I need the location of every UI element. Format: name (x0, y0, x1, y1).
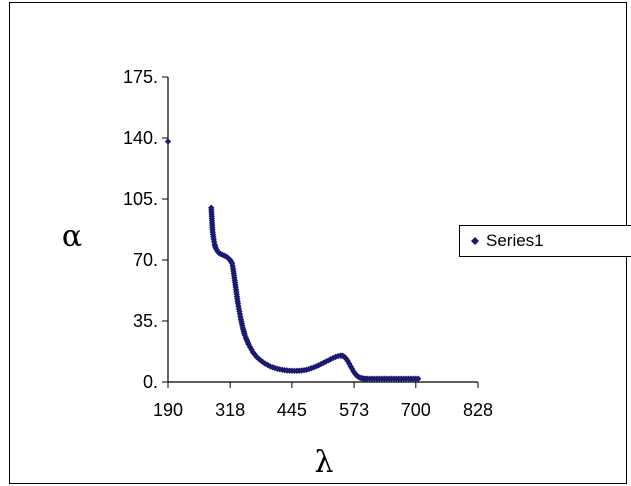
x-tick-label: 318 (215, 400, 245, 420)
legend-label-series1: Series1 (486, 231, 544, 250)
legend-marker-icon (470, 236, 480, 246)
y-tick-label: 0. (143, 372, 158, 392)
y-tick-label: 105. (123, 189, 158, 209)
y-tick-label: 70. (133, 250, 158, 270)
axes: 0. 35. 70. 105. 140. 175. 190 318 445 573 700 828 (123, 67, 493, 420)
x-tick-label: 445 (277, 400, 307, 420)
x-tick-label: 700 (401, 400, 431, 420)
x-axis-label: λ (314, 445, 333, 480)
data-point (164, 138, 172, 145)
y-tick-label: 35. (133, 311, 158, 331)
y-axis-label: α (62, 219, 82, 254)
y-tick-label: 175. (123, 67, 158, 87)
x-tick-label: 573 (339, 400, 369, 420)
x-tick-label: 828 (463, 400, 493, 420)
data-points (164, 138, 422, 382)
legend: Series1 (459, 225, 631, 257)
data-point (415, 375, 422, 382)
x-tick-label: 190 (153, 400, 183, 420)
y-tick-label: 140. (123, 128, 158, 148)
data-point (248, 346, 255, 353)
